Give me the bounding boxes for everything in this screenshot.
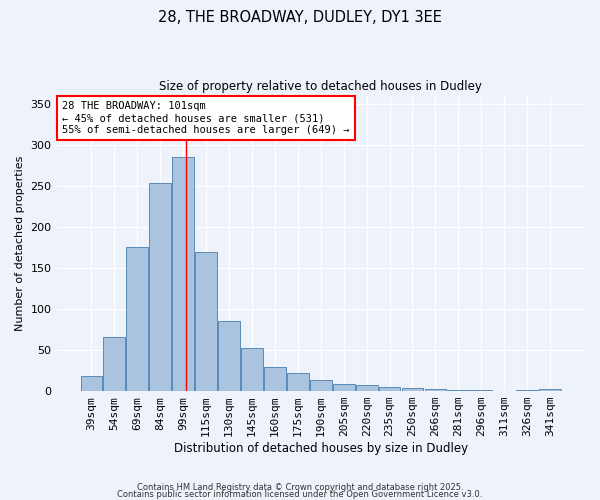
Bar	[539, 390, 561, 391]
Bar	[287, 373, 309, 391]
Bar	[425, 390, 446, 391]
Bar	[103, 337, 125, 391]
Title: Size of property relative to detached houses in Dudley: Size of property relative to detached ho…	[160, 80, 482, 93]
Text: Contains HM Land Registry data © Crown copyright and database right 2025.: Contains HM Land Registry data © Crown c…	[137, 484, 463, 492]
Text: 28 THE BROADWAY: 101sqm
← 45% of detached houses are smaller (531)
55% of semi-d: 28 THE BROADWAY: 101sqm ← 45% of detache…	[62, 102, 349, 134]
Bar	[356, 386, 377, 391]
Bar	[241, 348, 263, 391]
Text: Contains public sector information licensed under the Open Government Licence v3: Contains public sector information licen…	[118, 490, 482, 499]
Bar	[264, 368, 286, 391]
Bar	[195, 252, 217, 391]
Bar	[379, 387, 400, 391]
Bar	[310, 380, 332, 391]
Text: 28, THE BROADWAY, DUDLEY, DY1 3EE: 28, THE BROADWAY, DUDLEY, DY1 3EE	[158, 10, 442, 25]
Bar	[516, 390, 538, 391]
Bar	[80, 376, 103, 391]
Bar	[470, 390, 492, 391]
X-axis label: Distribution of detached houses by size in Dudley: Distribution of detached houses by size …	[174, 442, 468, 455]
Y-axis label: Number of detached properties: Number of detached properties	[15, 156, 25, 331]
Bar	[448, 390, 469, 391]
Bar	[127, 246, 148, 391]
Bar	[401, 388, 424, 391]
Bar	[172, 157, 194, 391]
Bar	[218, 322, 240, 391]
Bar	[333, 384, 355, 391]
Bar	[149, 184, 171, 391]
